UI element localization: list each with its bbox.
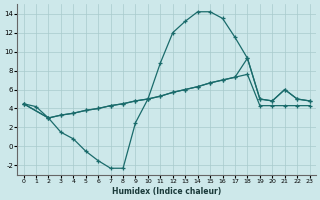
- X-axis label: Humidex (Indice chaleur): Humidex (Indice chaleur): [112, 187, 221, 196]
